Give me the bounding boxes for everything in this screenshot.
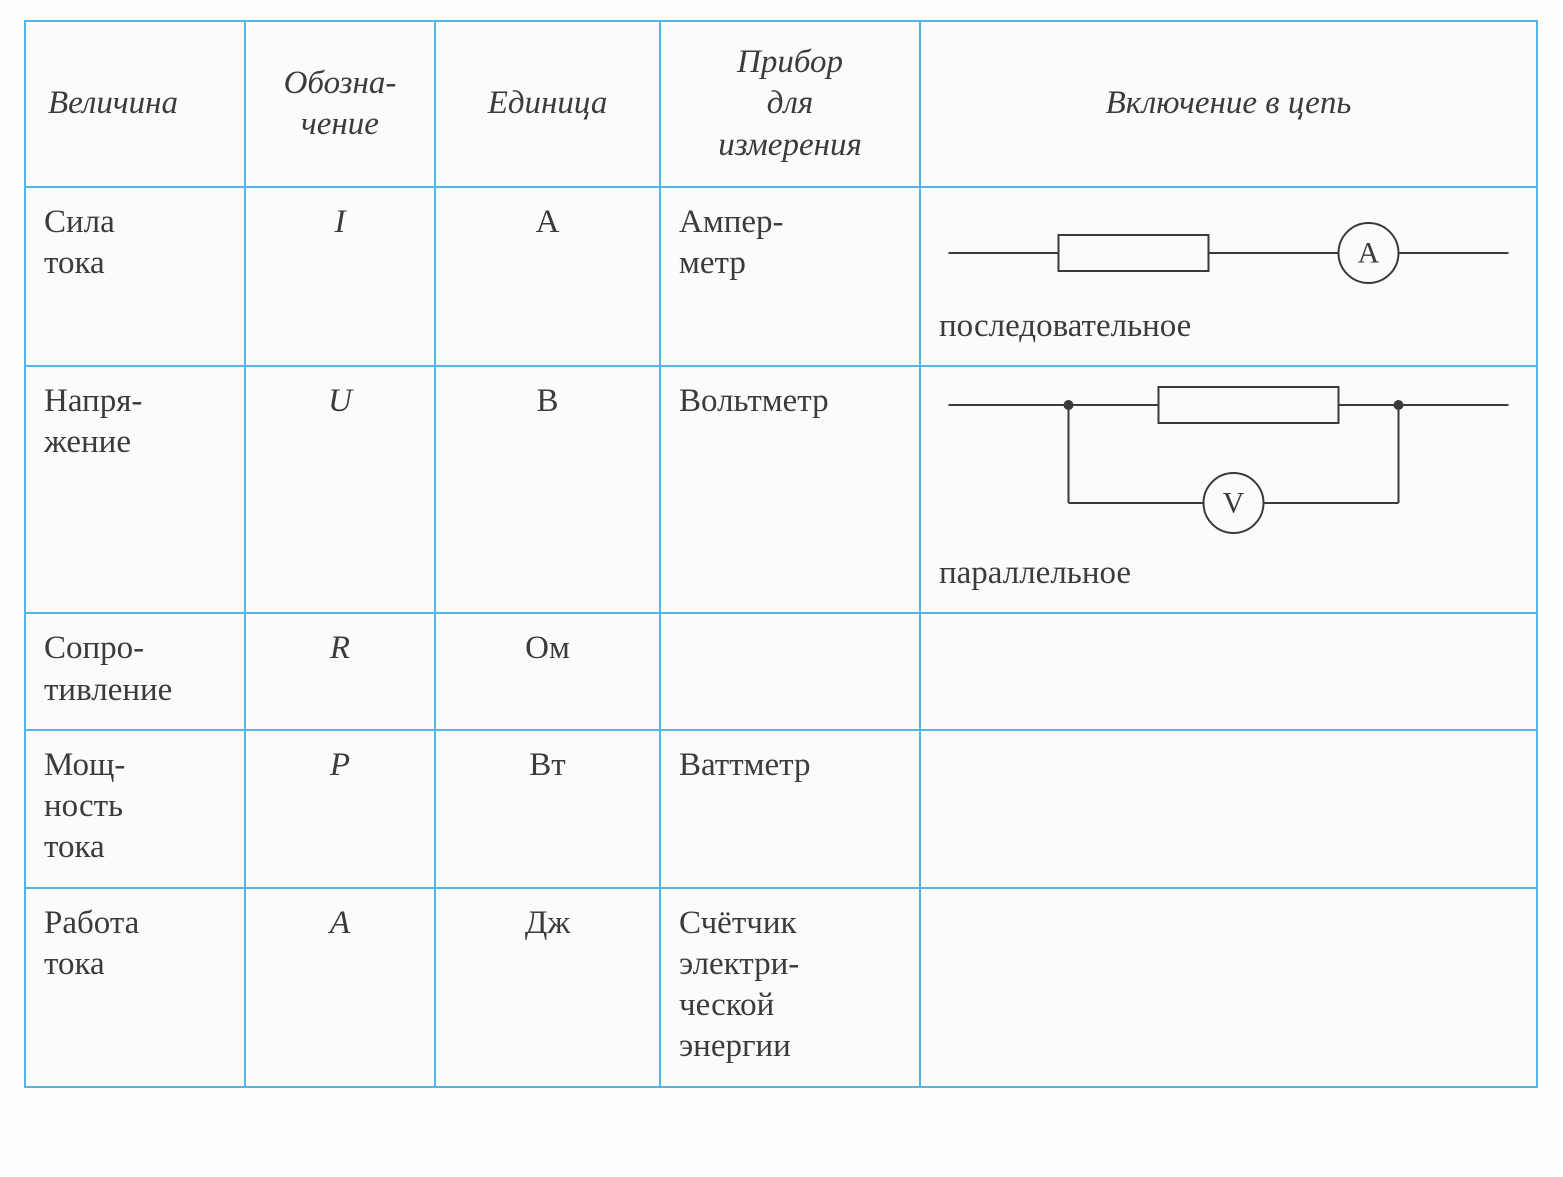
cell-quantity: Сопро-тивление xyxy=(25,613,245,730)
cell-quantity: Силатока xyxy=(25,187,245,366)
cell-connection xyxy=(920,613,1537,730)
series-circuit-diagram: A xyxy=(939,208,1518,298)
parallel-circuit-diagram: V xyxy=(939,385,1518,545)
cell-unit: Дж xyxy=(435,888,660,1087)
header-unit: Единица xyxy=(435,21,660,187)
cell-unit: Вт xyxy=(435,730,660,888)
header-instrument: Прибордляизмерения xyxy=(660,21,920,187)
cell-instrument: Ваттметр xyxy=(660,730,920,888)
header-row: Величина Обозна-чение Единица Прибордляи… xyxy=(25,21,1537,187)
header-symbol: Обозна-чение xyxy=(245,21,435,187)
connection-caption: параллельное xyxy=(939,553,1518,594)
cell-instrument: Счётчикэлектри-ческойэнергии xyxy=(660,888,920,1087)
cell-unit: Ом xyxy=(435,613,660,730)
parallel-circuit-svg: V xyxy=(939,385,1518,545)
cell-instrument: Вольтметр xyxy=(660,366,920,613)
cell-connection xyxy=(920,730,1537,888)
table-row: Напря-жение U В Вольтметр xyxy=(25,366,1537,613)
ammeter-label: A xyxy=(1358,236,1380,269)
table-row: Работатока A Дж Счётчикэлектри-ческойэне… xyxy=(25,888,1537,1087)
cell-connection: V параллельное xyxy=(920,366,1537,613)
table-row: Силатока I А Ампер-метр xyxy=(25,187,1537,366)
table-row: Сопро-тивление R Ом xyxy=(25,613,1537,730)
cell-connection xyxy=(920,888,1537,1087)
table-row: Мощ-ностьтока P Вт Ваттметр xyxy=(25,730,1537,888)
cell-quantity: Напря-жение xyxy=(25,366,245,613)
cell-instrument xyxy=(660,613,920,730)
cell-quantity: Мощ-ностьтока xyxy=(25,730,245,888)
series-circuit-svg: A xyxy=(939,208,1518,298)
cell-connection: A последовательное xyxy=(920,187,1537,366)
header-quantity: Величина xyxy=(25,21,245,187)
cell-unit: В xyxy=(435,366,660,613)
header-connection: Включение в цепь xyxy=(920,21,1537,187)
page: Величина Обозна-чение Единица Прибордляи… xyxy=(0,0,1563,1108)
cell-symbol: R xyxy=(245,613,435,730)
cell-symbol: A xyxy=(245,888,435,1087)
voltmeter-label: V xyxy=(1223,487,1245,520)
connection-caption: последовательное xyxy=(939,306,1518,347)
cell-symbol: I xyxy=(245,187,435,366)
cell-unit: А xyxy=(435,187,660,366)
physics-table: Величина Обозна-чение Единица Прибордляи… xyxy=(24,20,1538,1088)
cell-quantity: Работатока xyxy=(25,888,245,1087)
cell-instrument: Ампер-метр xyxy=(660,187,920,366)
cell-symbol: U xyxy=(245,366,435,613)
cell-symbol: P xyxy=(245,730,435,888)
